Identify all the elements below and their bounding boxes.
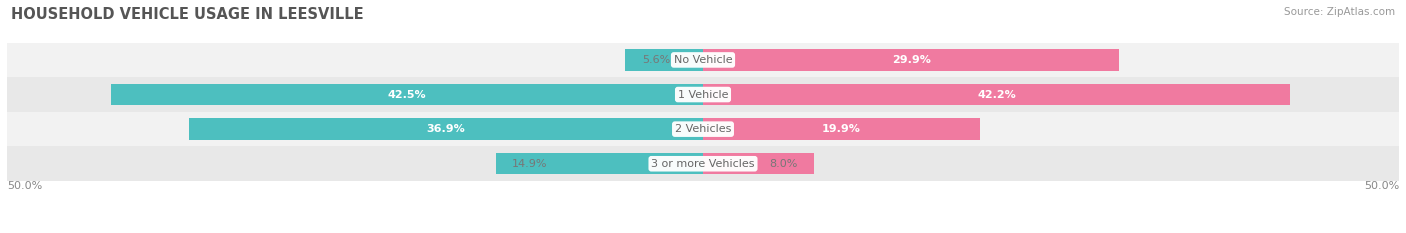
Bar: [626, 49, 703, 71]
Text: 3 or more Vehicles: 3 or more Vehicles: [651, 159, 755, 169]
Text: 19.9%: 19.9%: [823, 124, 860, 134]
Text: 42.2%: 42.2%: [977, 89, 1017, 99]
Bar: [7, 77, 1399, 112]
Text: 1 Vehicle: 1 Vehicle: [678, 89, 728, 99]
Text: 50.0%: 50.0%: [1364, 181, 1399, 191]
Text: 29.9%: 29.9%: [891, 55, 931, 65]
Text: No Vehicle: No Vehicle: [673, 55, 733, 65]
Bar: [111, 84, 703, 105]
Bar: [7, 147, 1399, 181]
Bar: [703, 118, 980, 140]
Text: 42.5%: 42.5%: [388, 89, 426, 99]
Text: 8.0%: 8.0%: [769, 159, 797, 169]
Bar: [495, 153, 703, 175]
Bar: [703, 49, 1119, 71]
Bar: [703, 153, 814, 175]
Text: 14.9%: 14.9%: [512, 159, 548, 169]
Text: 2 Vehicles: 2 Vehicles: [675, 124, 731, 134]
Text: Source: ZipAtlas.com: Source: ZipAtlas.com: [1284, 7, 1395, 17]
Text: 50.0%: 50.0%: [7, 181, 42, 191]
Bar: [190, 118, 703, 140]
Text: 36.9%: 36.9%: [427, 124, 465, 134]
Bar: [703, 84, 1291, 105]
Bar: [7, 43, 1399, 77]
Bar: [7, 112, 1399, 147]
Text: HOUSEHOLD VEHICLE USAGE IN LEESVILLE: HOUSEHOLD VEHICLE USAGE IN LEESVILLE: [11, 7, 364, 22]
Text: 5.6%: 5.6%: [641, 55, 671, 65]
